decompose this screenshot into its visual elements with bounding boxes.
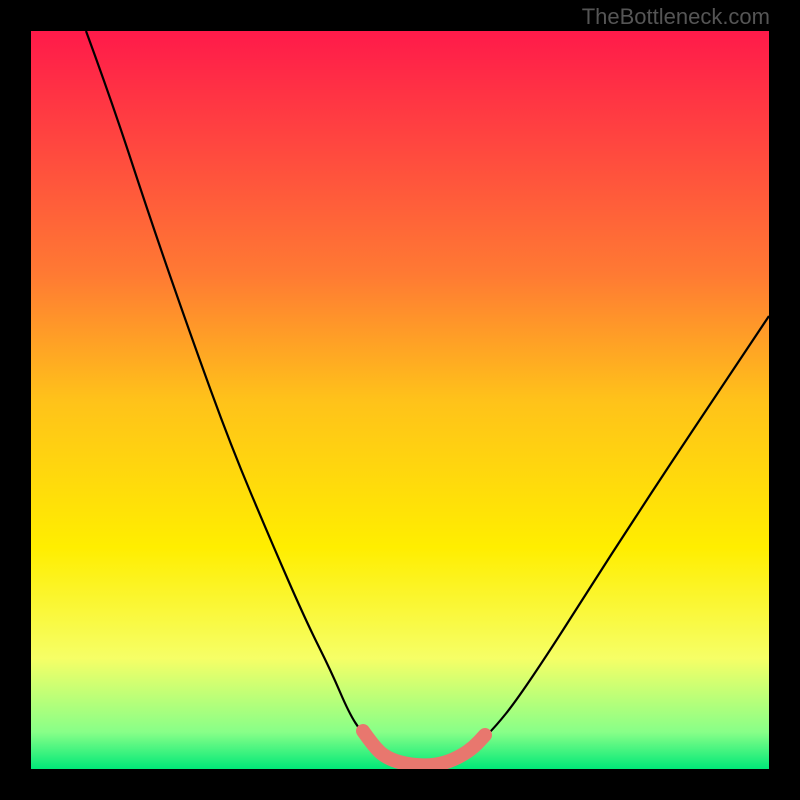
plot-area bbox=[31, 31, 769, 769]
watermark-text: TheBottleneck.com bbox=[582, 4, 770, 30]
bottleneck-curve bbox=[86, 31, 769, 766]
marker-highlight bbox=[363, 731, 485, 765]
chart-svg bbox=[31, 31, 769, 769]
